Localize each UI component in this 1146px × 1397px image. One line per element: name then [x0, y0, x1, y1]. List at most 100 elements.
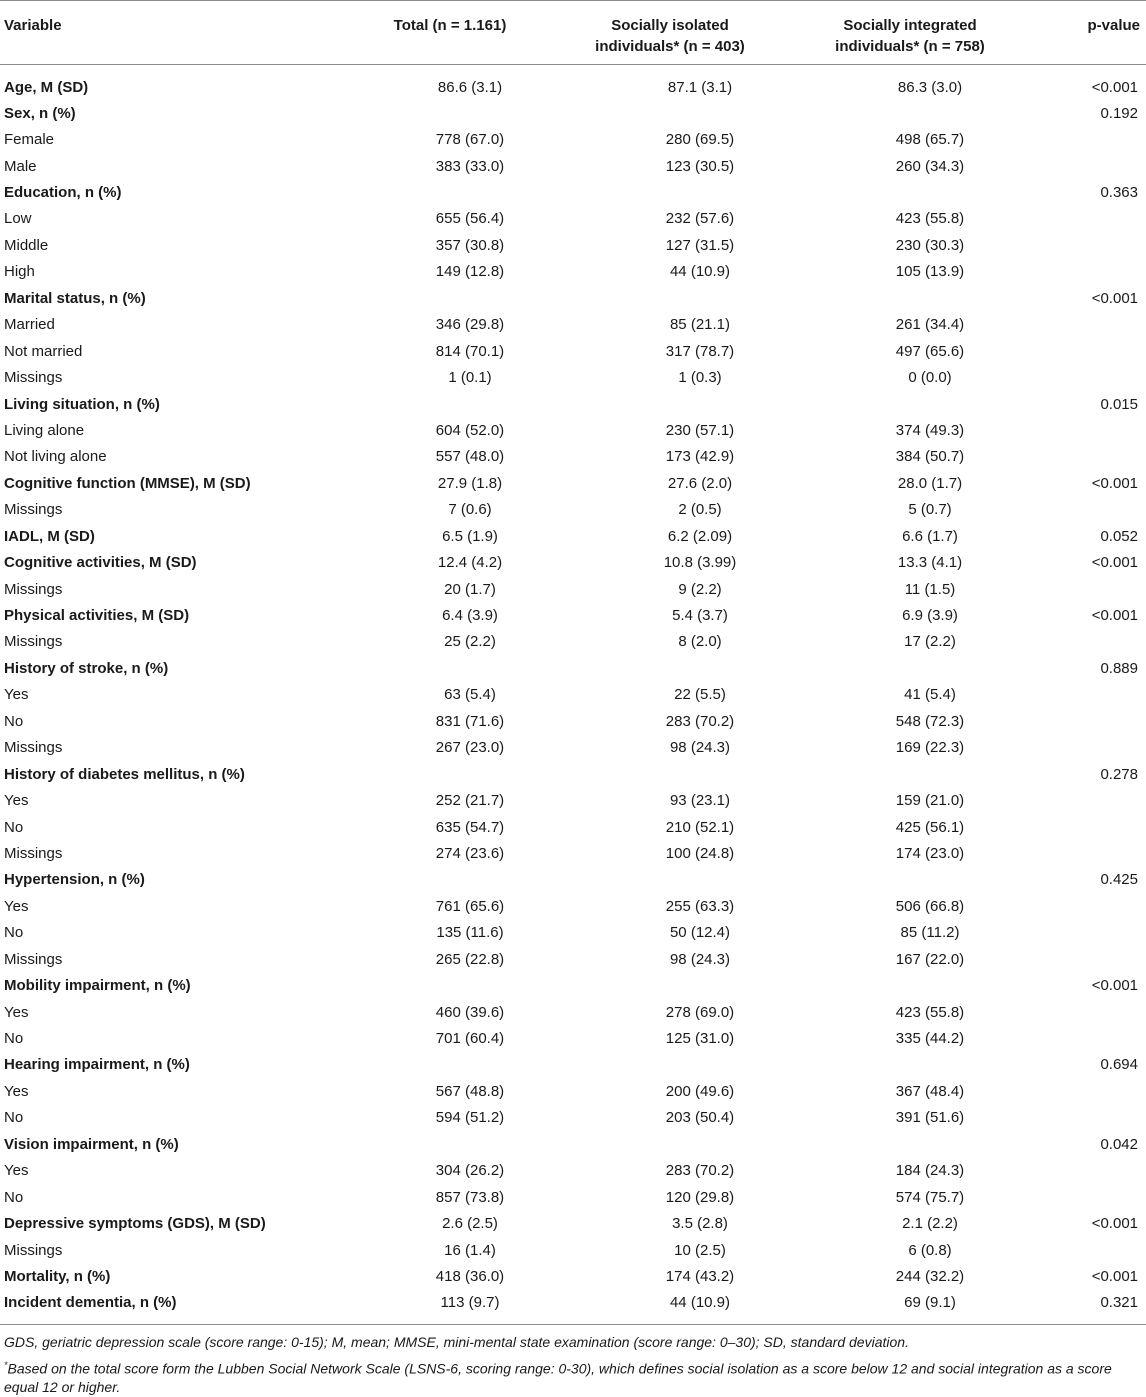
row-label: Missings [4, 369, 63, 387]
cell-pvalue [1050, 1158, 1146, 1184]
cell-isolated [570, 1132, 770, 1158]
footnote-asterisk: *Based on the total score form the Lubbe… [4, 1356, 1140, 1397]
cell-isolated: 123 (30.5) [665, 157, 735, 175]
row-label: Sex, n (%) [4, 104, 76, 122]
table-row: Missings 1 (0.1) 1 (0.3) 0 (0.0) [0, 365, 1146, 391]
table-row: Depressive symptoms (GDS), M (SD) 2.6 (2.… [0, 1211, 1146, 1237]
cell-integrated [770, 867, 1050, 893]
characteristics-table: Variable Total (n = 1.161) Socially isol… [0, 0, 1146, 1325]
cell-integrated: 167 (22.0) [895, 950, 965, 968]
cell-isolated: 283 (70.2) [665, 712, 735, 730]
cell-pvalue: <0.001 [1091, 289, 1138, 307]
cell-pvalue: <0.001 [1091, 474, 1138, 492]
cell-isolated: 255 (63.3) [665, 897, 735, 915]
table-row: Living alone 604 (52.0) 230 (57.1) 374 (49.… [0, 418, 1146, 444]
cell-total: 814 (70.1) [435, 342, 505, 360]
cell-total: 86.6 (3.1) [437, 78, 503, 96]
cell-isolated [570, 391, 770, 417]
cell-isolated: 5.4 (3.7) [672, 607, 728, 625]
header-variable: Variable [4, 17, 62, 34]
row-label: Cognitive activities, M (SD) [4, 554, 197, 572]
row-label: Male [4, 157, 37, 175]
table-row: Age, M (SD) 86.6 (3.1) 87.1 (3.1) 86.3 (3.0… [0, 65, 1146, 101]
cell-total [330, 391, 570, 417]
cell-pvalue: 0.278 [1100, 765, 1138, 783]
cell-isolated: 2 (0.5) [678, 501, 722, 519]
cell-total: 604 (52.0) [435, 421, 505, 439]
row-label: No [4, 818, 24, 836]
row-label: Mobility impairment, n (%) [4, 977, 191, 995]
table-row: Sex, n (%) 0.192 [0, 101, 1146, 127]
cell-pvalue [1050, 920, 1146, 946]
table-row: History of stroke, n (%) 0.889 [0, 656, 1146, 682]
cell-total: 418 (36.0) [435, 1267, 505, 1285]
row-label: Yes [4, 1162, 29, 1180]
cell-pvalue: 0.694 [1100, 1056, 1138, 1074]
cell-pvalue [1050, 365, 1146, 391]
cell-isolated: 232 (57.6) [665, 210, 735, 228]
cell-integrated: 391 (51.6) [895, 1109, 965, 1127]
cell-total: 20 (1.7) [444, 580, 496, 598]
cell-integrated: 6.6 (1.7) [902, 527, 958, 545]
cell-integrated: 230 (30.3) [895, 236, 965, 254]
table-row: Marital status, n (%) <0.001 [0, 286, 1146, 312]
cell-isolated [570, 1052, 770, 1078]
cell-isolated: 174 (43.2) [665, 1267, 735, 1285]
cell-total [330, 1052, 570, 1078]
table-row: Low 655 (56.4) 232 (57.6) 423 (55.8) [0, 206, 1146, 232]
row-label: Missings [4, 501, 63, 519]
cell-total [330, 973, 570, 999]
table-row: History of diabetes mellitus, n (%) 0.278 [0, 761, 1146, 787]
cell-total: 12.4 (4.2) [437, 554, 503, 572]
table-row: Mobility impairment, n (%) <0.001 [0, 973, 1146, 999]
table-row: Yes 304 (26.2) 283 (70.2) 184 (24.3) [0, 1158, 1146, 1184]
cell-isolated: 44 (10.9) [669, 263, 731, 281]
table-row: Yes 63 (5.4) 22 (5.5) 41 (5.4) [0, 682, 1146, 708]
row-label: Low [4, 210, 32, 228]
cell-integrated: 174 (23.0) [895, 844, 965, 862]
cell-pvalue: <0.001 [1091, 1267, 1138, 1285]
header-integrated-line1: Socially integrated [843, 17, 977, 34]
table-row: Living situation, n (%) 0.015 [0, 391, 1146, 417]
cell-pvalue: <0.001 [1091, 977, 1138, 995]
cell-integrated: 6 (0.8) [908, 1241, 952, 1259]
row-label: High [4, 263, 35, 281]
cell-total: 1 (0.1) [448, 369, 492, 387]
cell-integrated [770, 1132, 1050, 1158]
cell-isolated: 6.2 (2.09) [667, 527, 733, 545]
cell-integrated: 425 (56.1) [895, 818, 965, 836]
cell-isolated: 8 (2.0) [678, 633, 722, 651]
cell-isolated: 125 (31.0) [665, 1030, 735, 1048]
cell-total: 274 (23.6) [435, 844, 505, 862]
cell-integrated [770, 101, 1050, 127]
cell-integrated: 86.3 (3.0) [897, 78, 963, 96]
cell-pvalue [1050, 947, 1146, 973]
cell-pvalue [1050, 206, 1146, 232]
header-total: Total (n = 1.161) [330, 1, 570, 65]
header-pvalue: p-value [1087, 17, 1140, 34]
cell-isolated: 280 (69.5) [665, 131, 735, 149]
cell-total: 27.9 (1.8) [437, 474, 503, 492]
cell-integrated [770, 391, 1050, 417]
cell-pvalue [1050, 1105, 1146, 1131]
cell-isolated: 10.8 (3.99) [663, 554, 737, 572]
cell-pvalue [1050, 629, 1146, 655]
cell-integrated: 498 (65.7) [895, 131, 965, 149]
cell-pvalue [1050, 127, 1146, 153]
cell-isolated: 87.1 (3.1) [667, 78, 733, 96]
cell-integrated: 28.0 (1.7) [897, 474, 963, 492]
cell-isolated: 93 (23.1) [669, 792, 731, 810]
table-row: Missings 16 (1.4) 10 (2.5) 6 (0.8) [0, 1237, 1146, 1263]
cell-pvalue [1050, 788, 1146, 814]
table-row: No 831 (71.6) 283 (70.2) 548 (72.3) [0, 709, 1146, 735]
row-label: Female [4, 131, 55, 149]
table-row: Missings 265 (22.8) 98 (24.3) 167 (22.0) [0, 947, 1146, 973]
cell-integrated: 335 (44.2) [895, 1030, 965, 1048]
cell-isolated [570, 180, 770, 206]
cell-isolated: 173 (42.9) [665, 448, 735, 466]
cell-isolated: 98 (24.3) [669, 950, 731, 968]
table-row: Physical activities, M (SD) 6.4 (3.9) 5.4 … [0, 603, 1146, 629]
cell-pvalue [1050, 418, 1146, 444]
row-label: Not living alone [4, 448, 107, 466]
cell-total: 557 (48.0) [435, 448, 505, 466]
